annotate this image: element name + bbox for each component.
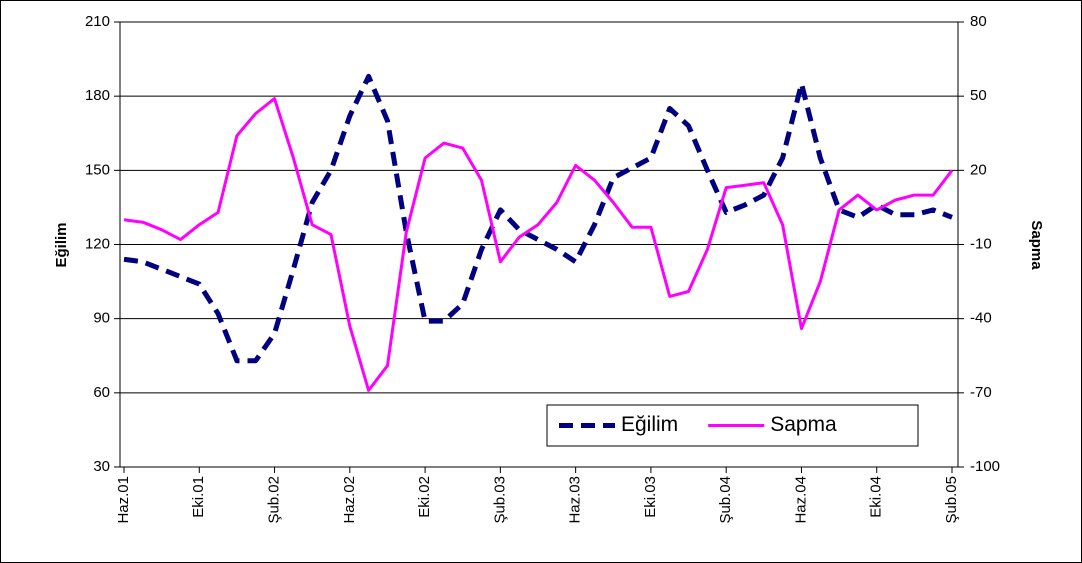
y-tick-label: 150 — [85, 161, 110, 178]
x-tick-label: Haz.03 — [567, 476, 584, 524]
y2-tick-label: 20 — [970, 161, 987, 178]
series-line — [123, 97, 954, 392]
y-tick-label: 60 — [93, 384, 110, 401]
y-tick-label: 30 — [93, 458, 110, 475]
x-tick-label: Eki.03 — [642, 476, 659, 518]
legend-label: Sapma — [770, 413, 837, 436]
y-tick-label: 180 — [85, 87, 110, 104]
y2-tick-label: 50 — [970, 87, 987, 104]
x-tick-label: Şub.02 — [266, 476, 283, 524]
y2-tick-label: -40 — [970, 310, 992, 327]
y-tick-label: 120 — [85, 235, 110, 252]
y-tick-label: 210 — [85, 13, 110, 30]
y2-tick-label: -10 — [970, 235, 992, 252]
x-tick-label: Eki.02 — [416, 476, 433, 518]
x-tick-label: Haz.04 — [792, 476, 809, 524]
x-tick-label: Şub.03 — [491, 476, 508, 524]
y2-tick-label: -70 — [970, 384, 992, 401]
y2-tick-label: -100 — [970, 458, 1000, 475]
x-tick-label: Şub.04 — [717, 476, 734, 524]
x-tick-label: Eki.01 — [190, 476, 207, 518]
y-axis-title: Eğilim — [53, 222, 70, 267]
series-line — [123, 73, 953, 364]
x-tick-label: Haz.02 — [341, 476, 358, 524]
x-tick-label: Eki.04 — [868, 476, 885, 518]
legend-label: Eğilim — [621, 413, 678, 436]
x-tick-label: Şub.05 — [943, 476, 960, 524]
x-tick-label: Haz.01 — [115, 476, 132, 524]
y2-axis-title: Sapma — [1028, 220, 1045, 270]
y-tick-label: 90 — [93, 310, 110, 327]
y2-tick-label: 80 — [970, 13, 987, 30]
